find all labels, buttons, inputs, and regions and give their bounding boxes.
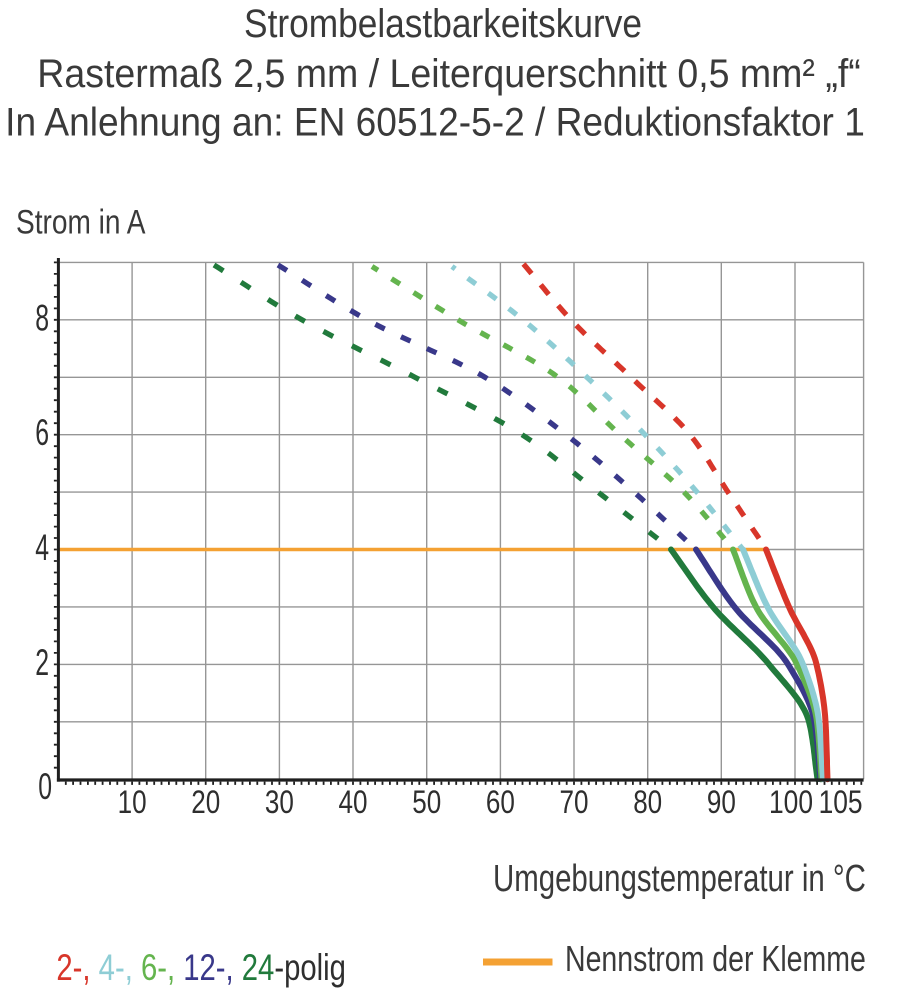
svg-text:80: 80 — [633, 784, 662, 820]
svg-text:60: 60 — [486, 784, 515, 820]
svg-text:30: 30 — [265, 784, 294, 820]
svg-text:40: 40 — [339, 784, 368, 820]
svg-text:Umgebungstemperatur in °C: Umgebungstemperatur in °C — [493, 857, 866, 899]
svg-text:In Anlehnung an: EN 60512-5-2: In Anlehnung an: EN 60512-5-2 / Reduktio… — [5, 100, 865, 145]
svg-text:100: 100 — [769, 784, 813, 820]
svg-text:2: 2 — [35, 641, 49, 683]
svg-text:Strom in A: Strom in A — [16, 203, 145, 241]
svg-text:6: 6 — [35, 411, 49, 453]
svg-text:0: 0 — [38, 765, 52, 807]
svg-text:Strombelastbarkeitskurve: Strombelastbarkeitskurve — [244, 1, 642, 46]
svg-text:10: 10 — [118, 784, 147, 820]
svg-text:105: 105 — [819, 784, 863, 820]
svg-text:70: 70 — [560, 784, 589, 820]
svg-text:8: 8 — [35, 296, 49, 338]
svg-text:20: 20 — [191, 784, 220, 820]
svg-text:90: 90 — [707, 784, 736, 820]
svg-text:Nennstrom der Klemme: Nennstrom der Klemme — [565, 939, 866, 979]
svg-text:4: 4 — [35, 526, 49, 568]
svg-text:50: 50 — [412, 784, 441, 820]
svg-text:Rastermaß 2,5 mm / Leiterquers: Rastermaß 2,5 mm / Leiterquerschnitt 0,5… — [37, 52, 861, 96]
svg-text:2-, 4-, 6-, 12-, 24-polig: 2-, 4-, 6-, 12-, 24-polig — [56, 948, 345, 989]
